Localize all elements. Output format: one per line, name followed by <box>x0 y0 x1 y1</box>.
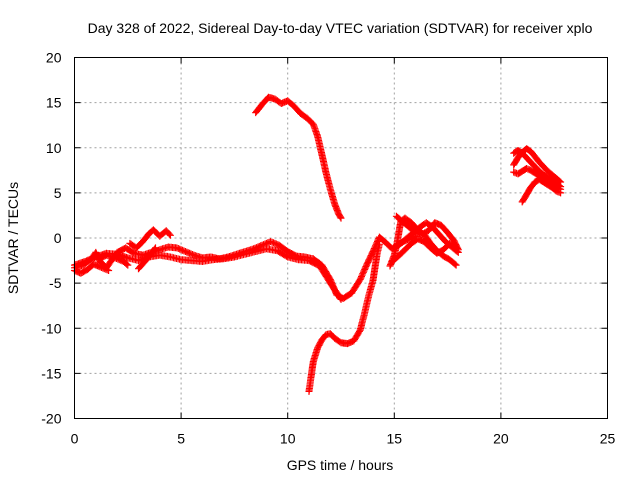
data-point <box>453 248 461 255</box>
data-point <box>557 178 565 186</box>
y-tick-label: -20 <box>41 411 61 427</box>
series-track <box>71 260 113 277</box>
data-point <box>152 244 159 252</box>
data-point <box>166 231 174 239</box>
series-track <box>126 226 174 252</box>
data-point <box>375 240 383 248</box>
y-tick-labels: -20 -15 -10 -5 0 5 10 15 20 <box>41 50 61 427</box>
data-point <box>337 295 345 303</box>
data-point <box>451 243 459 251</box>
series-track <box>518 175 565 206</box>
x-tick-label: 15 <box>387 431 403 447</box>
y-axis-title: SDTVAR / TECUs <box>5 182 21 294</box>
series-track <box>94 251 132 269</box>
data-point <box>454 248 462 256</box>
y-tick-label: 20 <box>46 50 62 66</box>
y-tick-label: -5 <box>49 275 62 291</box>
series-track <box>252 93 345 222</box>
series-track <box>388 235 460 265</box>
data-point <box>151 245 159 253</box>
x-tick-label: 20 <box>493 431 509 447</box>
data-point <box>452 261 460 269</box>
grid-lines <box>74 57 608 419</box>
data-point <box>336 213 344 221</box>
series-track <box>305 240 383 395</box>
chart-title: Day 328 of 2022, Sidereal Day-to-day VTE… <box>88 20 593 36</box>
data-point <box>337 214 345 222</box>
x-tick-label: 25 <box>600 431 616 447</box>
data-point <box>124 261 132 269</box>
y-tick-label: 0 <box>54 230 62 246</box>
x-tick-label: 0 <box>71 431 79 447</box>
y-tick-label: -15 <box>41 365 61 381</box>
series-track <box>135 244 159 273</box>
x-tick-label: 10 <box>280 431 296 447</box>
series-group <box>71 93 565 395</box>
data-series <box>71 93 565 395</box>
data-point <box>452 244 460 252</box>
y-tick-label: 15 <box>46 95 62 111</box>
data-point <box>556 177 563 185</box>
x-tick-labels: 0 5 10 15 20 25 <box>71 431 616 447</box>
y-tick-label: 10 <box>46 140 62 156</box>
data-point <box>123 260 131 268</box>
data-point <box>105 267 113 274</box>
data-point <box>336 294 344 302</box>
y-tick-label: 5 <box>54 185 62 201</box>
x-axis-title: GPS time / hours <box>287 457 394 473</box>
data-point <box>165 230 173 238</box>
x-tick-label: 5 <box>177 431 185 447</box>
y-tick-label: -10 <box>41 320 61 336</box>
data-point <box>451 260 459 268</box>
data-point <box>557 189 565 197</box>
axis-ticks <box>74 57 608 419</box>
series-track <box>510 145 565 186</box>
